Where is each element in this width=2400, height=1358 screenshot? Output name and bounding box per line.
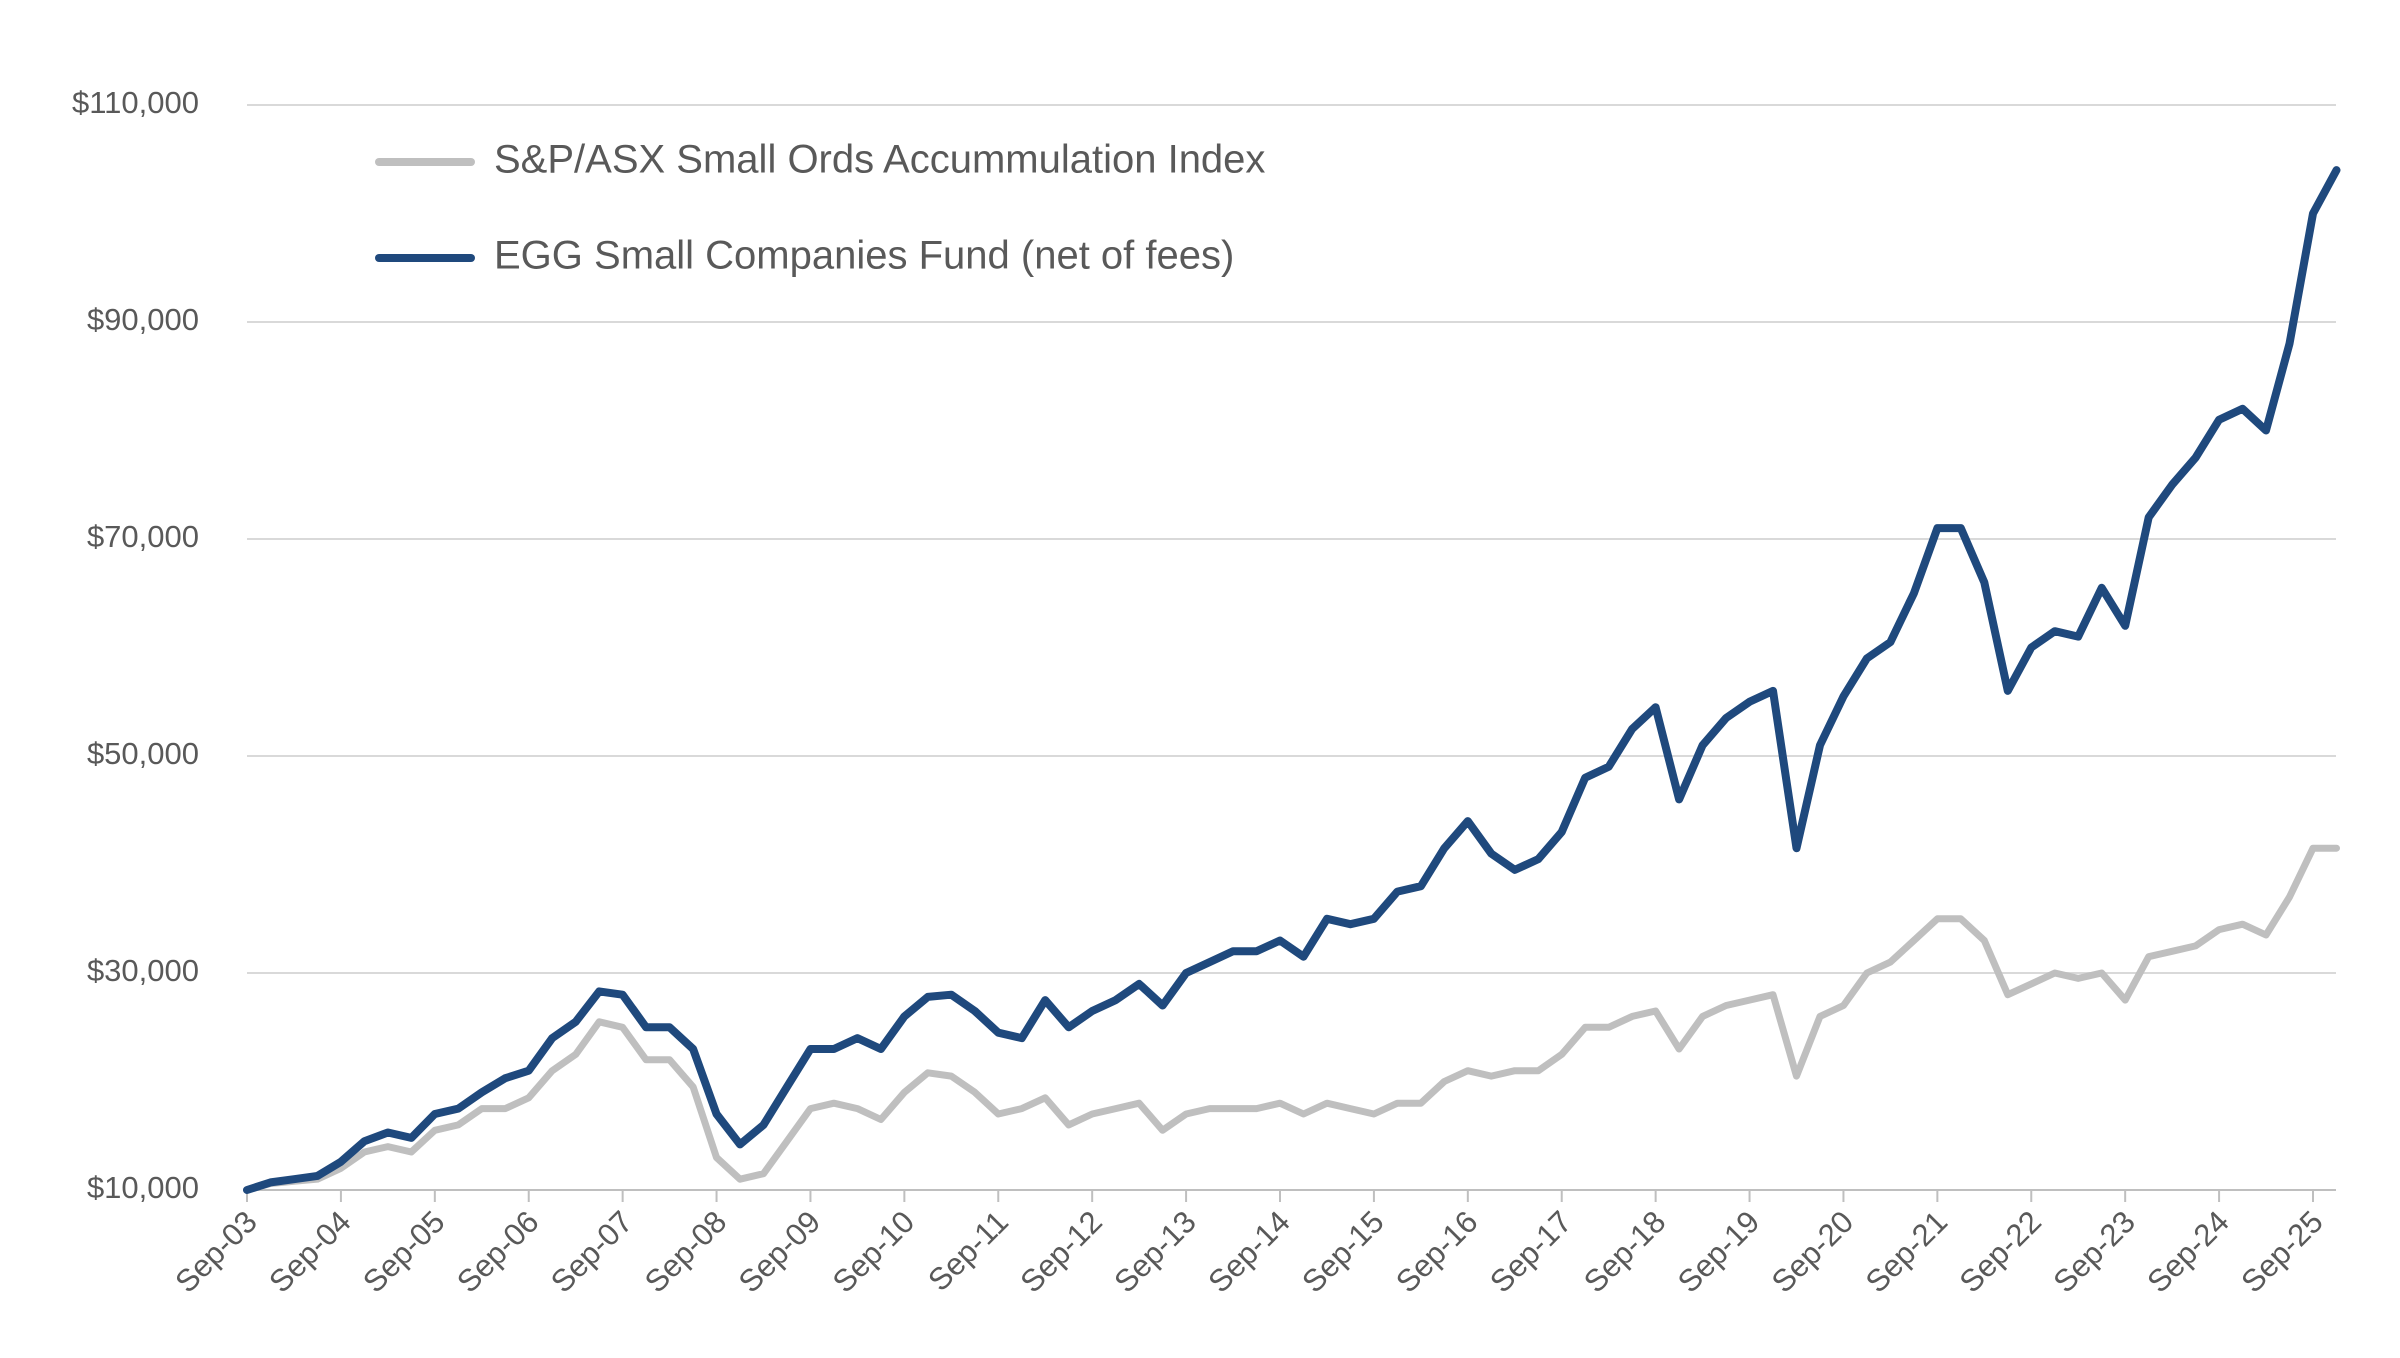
y-tick-label: $90,000 xyxy=(87,302,199,337)
x-tick-label: Sep-13 xyxy=(1107,1204,1202,1299)
x-tick-label: Sep-07 xyxy=(544,1204,639,1299)
y-tick-label: $50,000 xyxy=(87,736,199,771)
y-tick-label: $70,000 xyxy=(87,519,199,554)
legend-label: S&P/ASX Small Ords Accummulation Index xyxy=(494,138,1265,182)
x-tick-label: Sep-22 xyxy=(1953,1204,2048,1299)
x-tick-label: Sep-08 xyxy=(638,1204,733,1299)
x-tick-label: Sep-11 xyxy=(921,1204,1015,1298)
x-tick-label: Sep-14 xyxy=(1201,1204,1296,1299)
y-tick-label: $30,000 xyxy=(87,953,199,988)
x-tick-label: Sep-06 xyxy=(450,1204,545,1299)
series-line xyxy=(243,166,2341,1194)
x-tick-label: Sep-12 xyxy=(1013,1204,1108,1299)
legend-label: EGG Small Companies Fund (net of fees) xyxy=(494,234,1234,278)
x-tick-label: Sep-18 xyxy=(1577,1204,1672,1299)
x-tick-label: Sep-16 xyxy=(1389,1204,1484,1299)
x-tick-label: Sep-15 xyxy=(1295,1204,1390,1299)
x-tick-label: Sep-19 xyxy=(1671,1204,1766,1299)
y-tick-label: $110,000 xyxy=(72,85,199,120)
y-tick-label: $10,000 xyxy=(87,1170,199,1205)
x-tick-label: Sep-05 xyxy=(356,1204,451,1299)
x-tick-label: Sep-03 xyxy=(168,1204,263,1299)
x-tick-label: Sep-20 xyxy=(1765,1204,1860,1299)
series-line xyxy=(243,844,2340,1194)
x-tick-label: Sep-17 xyxy=(1483,1204,1578,1299)
x-tick-label: Sep-21 xyxy=(1859,1204,1954,1299)
x-tick-label: Sep-04 xyxy=(262,1204,357,1299)
x-tick-label: Sep-09 xyxy=(732,1204,827,1299)
x-tick-label: Sep-24 xyxy=(2140,1204,2235,1299)
x-tick-label: Sep-25 xyxy=(2234,1204,2329,1299)
x-tick-label: Sep-10 xyxy=(826,1204,921,1299)
x-tick-label: Sep-23 xyxy=(2046,1204,2141,1299)
